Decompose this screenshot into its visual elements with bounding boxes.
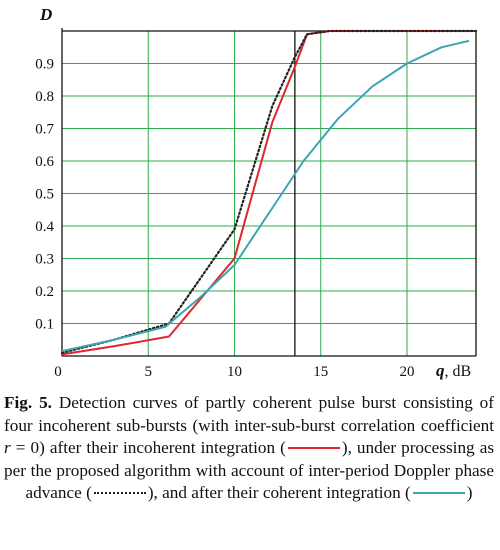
x-tick-label: 15 xyxy=(313,364,328,380)
caption-r-symbol: r xyxy=(4,438,11,457)
axes xyxy=(61,28,477,357)
legend-incoherent-line xyxy=(287,447,340,450)
y-tick-label: 0.1 xyxy=(35,317,54,333)
x-axis-label: q, dB xyxy=(436,361,471,380)
series-line-0 xyxy=(61,30,476,356)
caption-text-3: ), under processing as per the proposed … xyxy=(4,438,495,502)
y-tick-label: 0.4 xyxy=(35,219,54,235)
tick-labels: 0.1 0.2 0.3 0.4 0.5 0.6 0.7 0.8 0.9 0 5 10 15 20 xyxy=(35,57,414,381)
x-tick-label: 10 xyxy=(227,364,242,380)
caption-text-1: Detection curves of partly coherent puls… xyxy=(4,393,495,435)
y-tick-label: 0.8 xyxy=(35,89,54,105)
y-tick-label: 0.9 xyxy=(35,57,54,73)
y-tick-label: 0.2 xyxy=(35,284,54,300)
series-line-2 xyxy=(61,39,470,353)
detection-chart: 0.1 0.2 0.3 0.4 0.5 0.6 0.7 0.8 0.9 0 5 10 15 20 D q,… xyxy=(35,5,478,381)
series-group xyxy=(60,29,478,356)
series-line-1 xyxy=(60,29,478,354)
y-tick-label: 0.7 xyxy=(35,122,54,138)
y-tick-label: 0.6 xyxy=(35,154,54,170)
x-tick-label: 0 xyxy=(54,364,62,380)
caption-text-2: = 0) after their incoherent integration … xyxy=(10,438,286,457)
y-tick-label: 0.3 xyxy=(35,252,54,268)
figure-label: Fig. 5. xyxy=(4,393,52,412)
caption-text-4: ), and after their coherent integration … xyxy=(147,483,411,502)
caption-text-5: ) xyxy=(466,483,473,502)
x-axis-symbol: q xyxy=(436,361,445,380)
figure-caption: Fig. 5. Detection curves of partly coher… xyxy=(4,392,494,505)
x-tick-label: 20 xyxy=(400,364,415,380)
legend-coherent-line xyxy=(412,492,465,495)
y-axis-label: D xyxy=(39,5,52,24)
y-tick-label: 0.5 xyxy=(35,187,54,203)
x-tick-label: 5 xyxy=(145,364,153,380)
x-axis-unit: , dB xyxy=(445,363,472,380)
legend-proposed-dotted-line xyxy=(93,492,146,495)
grid xyxy=(62,30,476,356)
